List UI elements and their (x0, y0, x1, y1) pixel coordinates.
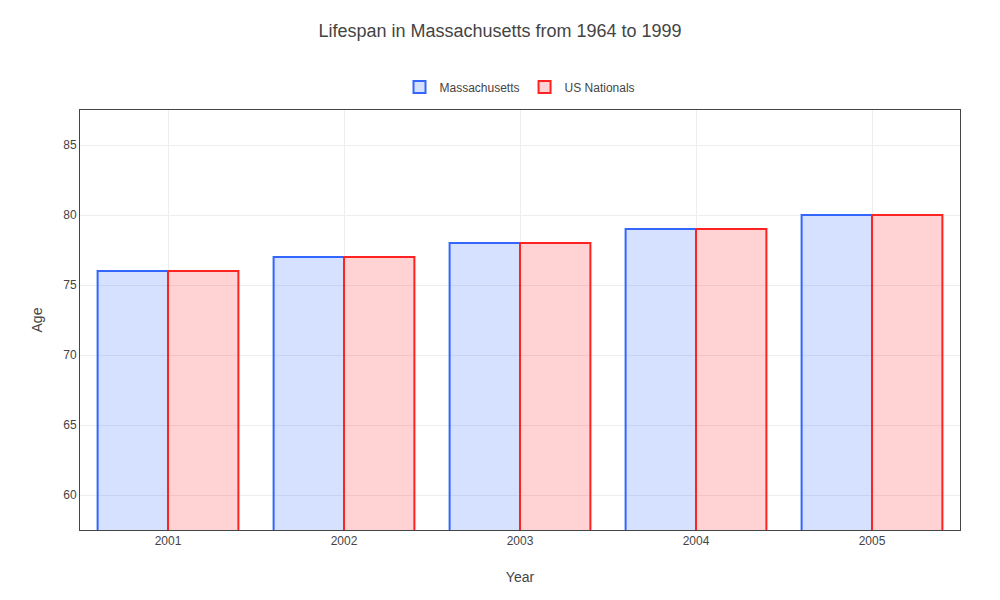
svg-text:85: 85 (63, 138, 77, 152)
svg-text:2003: 2003 (507, 534, 534, 548)
svg-text:2004: 2004 (683, 534, 710, 548)
svg-text:Year: Year (506, 569, 535, 585)
svg-text:70: 70 (63, 348, 77, 362)
svg-text:US Nationals: US Nationals (565, 81, 635, 95)
svg-text:75: 75 (63, 278, 77, 292)
svg-text:Massachusetts: Massachusetts (440, 81, 520, 95)
svg-text:60: 60 (63, 488, 77, 502)
svg-text:80: 80 (63, 208, 77, 222)
svg-text:2001: 2001 (155, 534, 182, 548)
svg-text:2005: 2005 (859, 534, 886, 548)
svg-text:2002: 2002 (331, 534, 358, 548)
svg-text:Age: Age (29, 307, 45, 332)
svg-text:Lifespan in Massachusetts from: Lifespan in Massachusetts from 1964 to 1… (318, 21, 681, 41)
svg-text:65: 65 (63, 418, 77, 432)
